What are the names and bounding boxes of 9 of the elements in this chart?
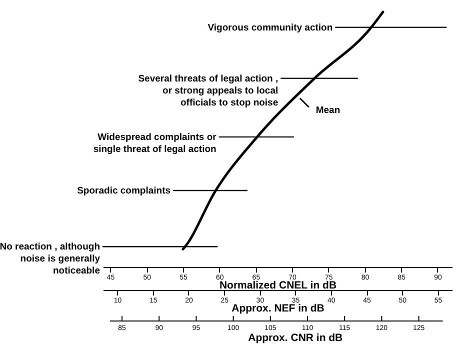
annotation: Several threats of legal action , or strong appeals to local officials to stop noise (138, 73, 278, 108)
annotation: No reaction , although noise is generally noticeable (0, 242, 101, 277)
x2-axis-title: Approx. NEF in dB (232, 302, 325, 314)
x-axis-title: Normalized CNEL in dB (219, 280, 337, 292)
annotation: Mean (316, 105, 340, 116)
text: Approx. CNR in dB (248, 332, 344, 344)
annotation: Sporadic complaints (77, 186, 171, 196)
annotation: Vigorous community action (208, 22, 333, 34)
annotation: Widespread complaints or single threat of legal action (93, 132, 217, 155)
